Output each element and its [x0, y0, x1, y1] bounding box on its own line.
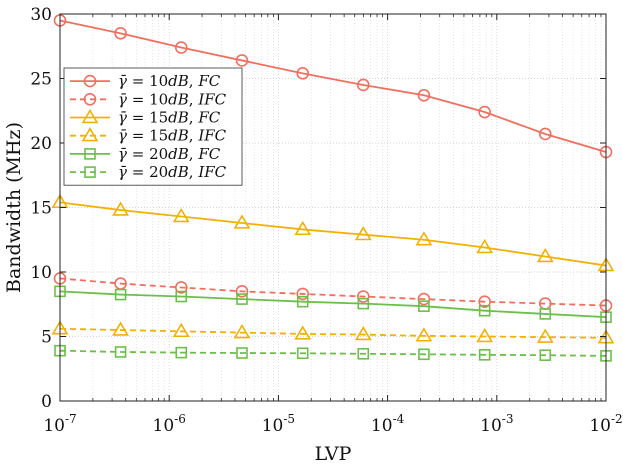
- data-point: [356, 290, 370, 303]
- data-point: [478, 105, 491, 119]
- data-point: [357, 297, 370, 310]
- legend-marker: [83, 93, 97, 106]
- data-point: [114, 27, 127, 40]
- data-point: [538, 127, 552, 141]
- data-point: [114, 346, 127, 358]
- y-tick-label: 20: [30, 134, 52, 154]
- legend-marker: [81, 108, 99, 124]
- legend-entry: γ̄ = 10dB, IFC: [118, 90, 227, 108]
- legend-entry: γ̄ = 10dB, FC: [118, 72, 221, 90]
- data-point: [418, 300, 430, 312]
- data-point: [294, 220, 312, 236]
- axis-ticks: 10-7 10-6 10-5 10-4 10-3 10-2 0 5 10 15 20 25 30: [30, 5, 622, 436]
- series-line: [59, 201, 607, 267]
- legend-box: [63, 67, 243, 186]
- y-tick-label: 15: [30, 199, 52, 219]
- data-point: [539, 308, 552, 320]
- legend-marker: [83, 74, 97, 88]
- data-point: [536, 247, 554, 263]
- legend-entry: γ̄ = 15dB, IFC: [118, 127, 227, 145]
- x-tick-label: 10-7: [43, 412, 76, 436]
- series-line: [59, 327, 607, 339]
- data-point: [354, 226, 372, 241]
- series-line: [59, 19, 607, 153]
- data-point: [415, 231, 433, 246]
- series-lines: [51, 14, 615, 362]
- data-point: [476, 238, 494, 254]
- data-point: [478, 304, 491, 317]
- series-2: [51, 193, 615, 272]
- y-tick-label: 10: [30, 263, 52, 283]
- data-point: [354, 325, 372, 341]
- legend-marker: [84, 148, 96, 160]
- data-point: [233, 214, 251, 229]
- data-point: [175, 346, 188, 359]
- data-point: [417, 88, 431, 102]
- data-point: [356, 78, 370, 92]
- data-point: [174, 281, 188, 294]
- legend-entry: γ̄ = 15dB, FC: [118, 109, 221, 127]
- data-point: [539, 349, 552, 362]
- data-point: [235, 54, 249, 67]
- y-tick-label: 0: [41, 392, 52, 412]
- data-point: [172, 207, 190, 223]
- x-tick-label: 10-6: [153, 412, 186, 436]
- data-point: [476, 327, 494, 343]
- series-1: [53, 272, 613, 312]
- data-point: [235, 285, 249, 298]
- series-line: [59, 290, 607, 319]
- data-point: [478, 295, 491, 308]
- series-3: [51, 320, 615, 344]
- y-tick-label: 5: [41, 328, 52, 348]
- x-axis-label: LVP: [315, 443, 352, 465]
- x-tick-label: 10-4: [371, 412, 405, 436]
- x-tick-label: 10-2: [589, 412, 622, 436]
- legend-marker: [81, 127, 99, 142]
- data-point: [296, 295, 309, 308]
- data-point: [417, 292, 431, 306]
- data-point: [415, 327, 433, 342]
- data-point: [236, 293, 248, 305]
- data-point: [175, 290, 188, 303]
- series-4: [54, 285, 612, 323]
- data-point: [357, 347, 370, 360]
- data-point: [296, 67, 310, 80]
- data-point: [112, 201, 130, 216]
- x-tick-label: 10-5: [262, 412, 295, 436]
- y-tick-label: 30: [30, 5, 52, 25]
- y-tick-label: 25: [30, 70, 52, 90]
- series-5: [54, 344, 612, 362]
- y-axis-label: Bandwidth (MHz): [3, 122, 25, 293]
- data-point: [112, 321, 130, 336]
- data-point: [418, 348, 430, 361]
- series-line: [59, 349, 607, 357]
- legend-entry: γ̄ = 20dB, IFC: [118, 163, 227, 181]
- data-point: [296, 287, 310, 301]
- series-line: [59, 277, 607, 307]
- data-point: [114, 288, 127, 301]
- data-point: [294, 325, 312, 340]
- data-point: [236, 347, 248, 359]
- data-point: [536, 328, 554, 343]
- data-point: [172, 322, 190, 338]
- legend-marker: [84, 166, 96, 178]
- x-tick-label: 10-3: [480, 412, 513, 436]
- data-point: [478, 349, 491, 361]
- data-point: [174, 41, 188, 54]
- legend-entry: γ̄ = 20dB, FC: [118, 145, 221, 163]
- data-point: [296, 347, 309, 360]
- data-point: [233, 324, 251, 339]
